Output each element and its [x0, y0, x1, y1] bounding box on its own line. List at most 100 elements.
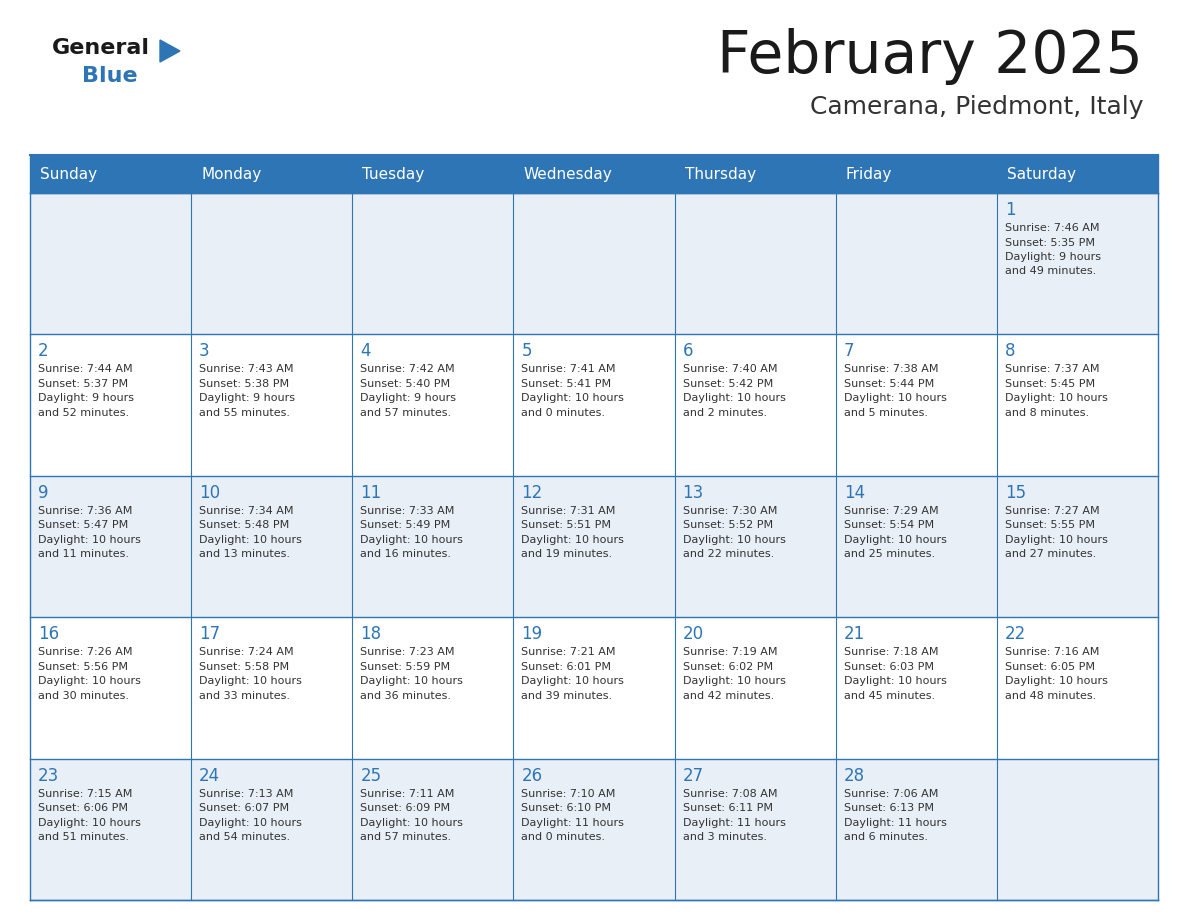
Text: 28: 28 [843, 767, 865, 785]
Polygon shape [160, 40, 181, 62]
Text: Wednesday: Wednesday [524, 166, 612, 182]
Text: Daylight: 10 hours: Daylight: 10 hours [200, 818, 302, 828]
Text: Sunrise: 7:21 AM: Sunrise: 7:21 AM [522, 647, 615, 657]
Text: Sunset: 5:41 PM: Sunset: 5:41 PM [522, 379, 612, 389]
Text: Daylight: 10 hours: Daylight: 10 hours [360, 677, 463, 686]
Text: and 27 minutes.: and 27 minutes. [1005, 549, 1097, 559]
Bar [30, 758, 1158, 900]
Text: Sunset: 5:44 PM: Sunset: 5:44 PM [843, 379, 934, 389]
Text: 26: 26 [522, 767, 543, 785]
Text: and 3 minutes.: and 3 minutes. [683, 832, 766, 842]
Text: Sunrise: 7:41 AM: Sunrise: 7:41 AM [522, 364, 615, 375]
Bar [30, 334, 1158, 476]
Text: Sunrise: 7:34 AM: Sunrise: 7:34 AM [200, 506, 293, 516]
Text: Sunrise: 7:26 AM: Sunrise: 7:26 AM [38, 647, 133, 657]
Text: Sunset: 5:38 PM: Sunset: 5:38 PM [200, 379, 289, 389]
Text: and 30 minutes.: and 30 minutes. [38, 690, 129, 700]
Text: Sunrise: 7:29 AM: Sunrise: 7:29 AM [843, 506, 939, 516]
Text: Sunset: 5:37 PM: Sunset: 5:37 PM [38, 379, 128, 389]
Text: 4: 4 [360, 342, 371, 361]
Text: 18: 18 [360, 625, 381, 644]
Text: Sunset: 6:11 PM: Sunset: 6:11 PM [683, 803, 772, 813]
Text: 12: 12 [522, 484, 543, 502]
Text: Sunrise: 7:18 AM: Sunrise: 7:18 AM [843, 647, 939, 657]
Text: 16: 16 [38, 625, 59, 644]
Text: Sunday: Sunday [40, 166, 97, 182]
Text: Sunset: 6:09 PM: Sunset: 6:09 PM [360, 803, 450, 813]
Text: General: General [52, 38, 150, 58]
Text: and 0 minutes.: and 0 minutes. [522, 832, 606, 842]
Text: Sunrise: 7:33 AM: Sunrise: 7:33 AM [360, 506, 455, 516]
Text: 25: 25 [360, 767, 381, 785]
Text: Sunset: 6:10 PM: Sunset: 6:10 PM [522, 803, 612, 813]
Bar [30, 155, 1158, 193]
Text: Daylight: 10 hours: Daylight: 10 hours [522, 535, 625, 544]
Text: and 55 minutes.: and 55 minutes. [200, 408, 290, 418]
Text: Daylight: 10 hours: Daylight: 10 hours [38, 677, 141, 686]
Text: Sunset: 5:40 PM: Sunset: 5:40 PM [360, 379, 450, 389]
Text: Friday: Friday [846, 166, 892, 182]
Text: Sunrise: 7:37 AM: Sunrise: 7:37 AM [1005, 364, 1099, 375]
Text: 14: 14 [843, 484, 865, 502]
Text: 21: 21 [843, 625, 865, 644]
Text: Sunset: 5:35 PM: Sunset: 5:35 PM [1005, 238, 1095, 248]
Text: Daylight: 10 hours: Daylight: 10 hours [1005, 677, 1107, 686]
Text: 6: 6 [683, 342, 693, 361]
Text: Daylight: 10 hours: Daylight: 10 hours [200, 535, 302, 544]
Text: 15: 15 [1005, 484, 1026, 502]
Text: Sunrise: 7:38 AM: Sunrise: 7:38 AM [843, 364, 939, 375]
Text: and 54 minutes.: and 54 minutes. [200, 832, 290, 842]
Text: Sunset: 5:59 PM: Sunset: 5:59 PM [360, 662, 450, 672]
Text: Camerana, Piedmont, Italy: Camerana, Piedmont, Italy [809, 95, 1143, 119]
Text: 2: 2 [38, 342, 49, 361]
Text: Sunset: 6:13 PM: Sunset: 6:13 PM [843, 803, 934, 813]
Text: Daylight: 10 hours: Daylight: 10 hours [1005, 394, 1107, 403]
Text: Daylight: 9 hours: Daylight: 9 hours [38, 394, 134, 403]
Text: Sunrise: 7:16 AM: Sunrise: 7:16 AM [1005, 647, 1099, 657]
Text: Sunrise: 7:08 AM: Sunrise: 7:08 AM [683, 789, 777, 799]
Text: Sunrise: 7:13 AM: Sunrise: 7:13 AM [200, 789, 293, 799]
Text: Sunset: 5:47 PM: Sunset: 5:47 PM [38, 521, 128, 531]
Text: Daylight: 10 hours: Daylight: 10 hours [38, 818, 141, 828]
Text: Sunset: 5:48 PM: Sunset: 5:48 PM [200, 521, 290, 531]
Text: Daylight: 10 hours: Daylight: 10 hours [683, 394, 785, 403]
Bar [30, 193, 1158, 334]
Text: Sunrise: 7:30 AM: Sunrise: 7:30 AM [683, 506, 777, 516]
Text: Sunrise: 7:40 AM: Sunrise: 7:40 AM [683, 364, 777, 375]
Text: and 48 minutes.: and 48 minutes. [1005, 690, 1097, 700]
Text: Saturday: Saturday [1007, 166, 1076, 182]
Text: and 11 minutes.: and 11 minutes. [38, 549, 129, 559]
Text: Sunrise: 7:10 AM: Sunrise: 7:10 AM [522, 789, 615, 799]
Text: Thursday: Thursday [684, 166, 756, 182]
Text: Tuesday: Tuesday [362, 166, 424, 182]
Text: 24: 24 [200, 767, 220, 785]
Text: and 36 minutes.: and 36 minutes. [360, 690, 451, 700]
Text: and 13 minutes.: and 13 minutes. [200, 549, 290, 559]
Text: and 45 minutes.: and 45 minutes. [843, 690, 935, 700]
Text: Daylight: 10 hours: Daylight: 10 hours [683, 677, 785, 686]
Text: Sunrise: 7:42 AM: Sunrise: 7:42 AM [360, 364, 455, 375]
Text: and 42 minutes.: and 42 minutes. [683, 690, 773, 700]
Text: and 0 minutes.: and 0 minutes. [522, 408, 606, 418]
Text: Daylight: 10 hours: Daylight: 10 hours [1005, 535, 1107, 544]
Text: 8: 8 [1005, 342, 1016, 361]
Text: Daylight: 10 hours: Daylight: 10 hours [843, 677, 947, 686]
Text: February 2025: February 2025 [718, 28, 1143, 85]
Text: Daylight: 11 hours: Daylight: 11 hours [843, 818, 947, 828]
Text: Daylight: 10 hours: Daylight: 10 hours [522, 677, 625, 686]
Text: and 39 minutes.: and 39 minutes. [522, 690, 613, 700]
Text: Sunrise: 7:27 AM: Sunrise: 7:27 AM [1005, 506, 1099, 516]
Text: 19: 19 [522, 625, 543, 644]
Text: Sunrise: 7:31 AM: Sunrise: 7:31 AM [522, 506, 615, 516]
Bar [30, 617, 1158, 758]
Text: Daylight: 10 hours: Daylight: 10 hours [38, 535, 141, 544]
Text: Blue: Blue [82, 66, 138, 86]
Text: Sunset: 5:56 PM: Sunset: 5:56 PM [38, 662, 128, 672]
Text: and 57 minutes.: and 57 minutes. [360, 408, 451, 418]
Text: and 19 minutes.: and 19 minutes. [522, 549, 613, 559]
Text: and 5 minutes.: and 5 minutes. [843, 408, 928, 418]
Text: Daylight: 9 hours: Daylight: 9 hours [1005, 252, 1101, 262]
Text: Daylight: 10 hours: Daylight: 10 hours [522, 394, 625, 403]
Text: and 33 minutes.: and 33 minutes. [200, 690, 290, 700]
Text: Sunrise: 7:46 AM: Sunrise: 7:46 AM [1005, 223, 1099, 233]
